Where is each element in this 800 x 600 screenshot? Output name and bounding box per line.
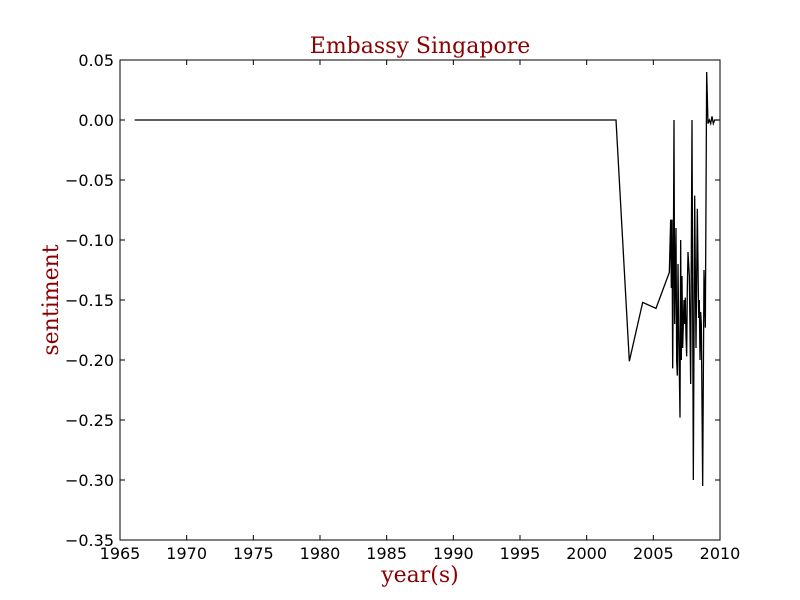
y-tick-label: −0.10 bbox=[65, 231, 114, 250]
chart-title: Embassy Singapore bbox=[310, 34, 530, 59]
x-tick-label: 2005 bbox=[633, 544, 674, 563]
y-axis-ticks: 0.05 0.00 −0.05 −0.10 −0.15 −0.20 −0.25 −0.30 −0… bbox=[65, 51, 720, 550]
y-tick-label: 0.05 bbox=[78, 51, 114, 70]
x-tick-label: 1990 bbox=[433, 544, 474, 563]
x-tick-label: 1980 bbox=[300, 544, 341, 563]
plot-frame bbox=[119, 59, 721, 541]
x-tick-label: 2010 bbox=[700, 544, 741, 563]
x-tick-label: 1965 bbox=[100, 544, 141, 563]
y-tick-label: −0.35 bbox=[65, 531, 114, 550]
y-tick-label: −0.20 bbox=[65, 351, 114, 370]
x-tick-label: 1970 bbox=[166, 544, 207, 563]
y-tick-label: −0.05 bbox=[65, 171, 114, 190]
x-axis-label: year(s) bbox=[380, 563, 459, 588]
y-tick-label: −0.15 bbox=[65, 291, 114, 310]
series-layer bbox=[134, 71, 719, 487]
y-axis-label: sentiment bbox=[39, 244, 64, 355]
x-tick-label: 1995 bbox=[500, 544, 541, 563]
y-tick-label: −0.30 bbox=[65, 471, 114, 490]
x-axis-ticks: 1965 1970 1975 1980 1985 1990 1995 2000 2005 2010 bbox=[100, 60, 741, 563]
y-tick-label: 0.00 bbox=[78, 111, 114, 130]
y-tick-label: −0.25 bbox=[65, 411, 114, 430]
sentiment-series-line bbox=[134, 71, 719, 487]
x-tick-label: 1985 bbox=[366, 544, 407, 563]
x-tick-label: 2000 bbox=[566, 544, 607, 563]
x-tick-label: 1975 bbox=[233, 544, 274, 563]
